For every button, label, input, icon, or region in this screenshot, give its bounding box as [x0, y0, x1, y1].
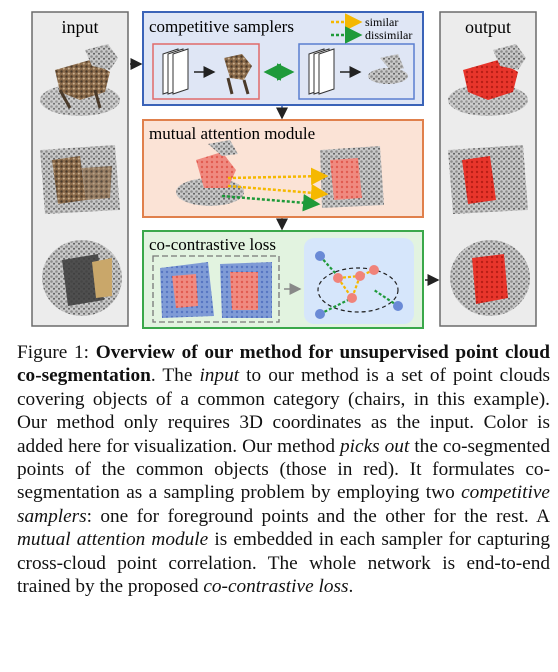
attention-similar-arrow-2 — [227, 184, 329, 202]
caption-text-5: is embedded in each sampler for capturin… — [17, 529, 550, 598]
input-point-cloud-2 — [40, 145, 120, 214]
mutual-attention-title: mutual attention module — [149, 124, 315, 143]
figure-caption: Figure 1: Overview of our method for uns… — [17, 341, 550, 598]
output-point-cloud-3 — [450, 240, 530, 316]
output-label: output — [465, 17, 511, 37]
background-sampler-network-icon — [308, 48, 335, 95]
segmented-pair-frame — [152, 255, 280, 323]
caption-text-2: to our method is a set of point clouds c… — [17, 365, 550, 457]
caption-text-3: the co-segmented points of the common ob… — [17, 435, 550, 504]
caption-italic-competitive-samplers: competitive samplers — [17, 482, 550, 527]
caption-label: Figure 1: — [17, 342, 90, 363]
input-point-cloud-1 — [40, 44, 120, 116]
foreground-sampler-frame — [152, 43, 260, 100]
competitive-samplers-title: competitive samplers — [149, 17, 294, 36]
caption-bold-title: Overview of our method for unsupervised … — [17, 342, 550, 387]
output-point-cloud-1 — [448, 44, 528, 116]
input-point-cloud-3 — [42, 240, 122, 316]
overview-figure: input competitive samplers similar dissi… — [0, 0, 558, 335]
caption-text-4: : one for foreground points and the othe… — [86, 505, 550, 527]
output-point-cloud-2 — [448, 145, 528, 214]
co-contrastive-loss-title: co-contrastive loss — [149, 235, 276, 254]
attention-dissimilar-arrow — [221, 194, 321, 212]
caption-text-1: . The — [150, 365, 200, 387]
figure-graphic: input competitive samplers similar dissi… — [31, 11, 537, 329]
co-contrastive-loss-box: co-contrastive loss — [142, 230, 424, 329]
caption-text-6: . — [348, 576, 354, 598]
background-sampler-frame — [298, 43, 415, 100]
legend-similar-label: similar — [365, 15, 398, 29]
legend-dissimilar-label: dissimilar — [365, 28, 412, 42]
attention-point-cloud-left — [176, 140, 244, 206]
input-label: input — [61, 17, 98, 37]
output-panel: output — [439, 11, 537, 327]
caption-italic-picks-out: picks out — [340, 435, 410, 457]
feature-space-graph — [315, 251, 403, 319]
foreground-sampler-network-icon — [162, 48, 189, 95]
segmented-pair-points — [160, 262, 272, 318]
competitive-samplers-box: competitive samplers similar dissimilar — [142, 11, 424, 106]
input-panel: input — [31, 11, 129, 327]
background-sampled-points — [368, 54, 408, 84]
mutual-attention-box: mutual attention module — [142, 119, 424, 218]
attention-point-cloud-right — [320, 146, 384, 208]
foreground-sampled-points — [224, 54, 252, 95]
caption-italic-mutual-attention: mutual attention module — [17, 529, 209, 551]
caption-italic-input: input — [199, 365, 240, 387]
attention-similar-arrow — [227, 167, 329, 186]
caption-italic-co-contrastive-loss: co-contrastive loss — [203, 576, 349, 598]
